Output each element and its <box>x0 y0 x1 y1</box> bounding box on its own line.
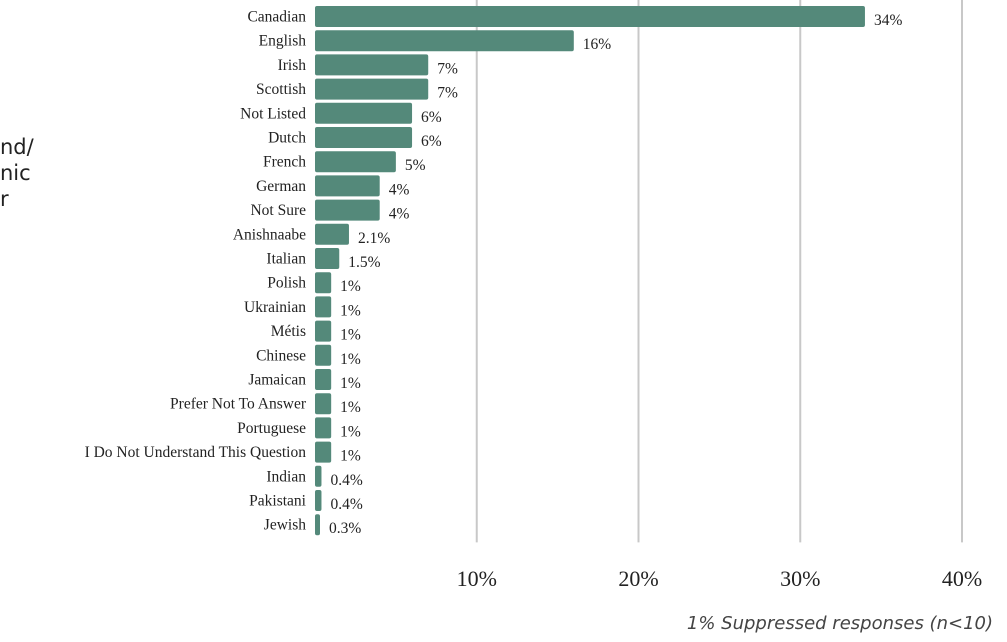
value-label-2: 7% <box>437 60 458 77</box>
bar-12 <box>315 296 332 318</box>
side-text-line-2: nic <box>0 161 31 185</box>
category-label-7: German <box>256 178 306 195</box>
category-label-13: Métis <box>271 323 306 340</box>
category-label-12: Ukrainian <box>244 299 306 316</box>
category-label-18: I Do Not Understand This Question <box>85 444 307 461</box>
category-label-3: Scottish <box>256 81 306 98</box>
side-text-line-3: r <box>0 187 9 211</box>
bar-15 <box>315 369 332 390</box>
x-tick-label-10: 10% <box>457 566 497 591</box>
category-label-21: Jewish <box>264 517 306 534</box>
bar-4 <box>315 102 413 124</box>
bar-21 <box>315 514 320 536</box>
x-tick-label-20: 20% <box>618 566 658 591</box>
value-label-3: 7% <box>437 85 458 102</box>
x-tick-label-30: 30% <box>780 566 820 591</box>
category-label-8: Not Sure <box>250 202 306 219</box>
category-label-16: Prefer Not To Answer <box>170 396 307 413</box>
bar-0 <box>315 6 865 27</box>
category-label-0: Canadian <box>247 9 306 26</box>
bar-14 <box>315 344 332 366</box>
category-label-6: French <box>263 154 306 171</box>
value-label-5: 6% <box>421 133 442 150</box>
bar-9 <box>315 223 349 245</box>
value-label-14: 1% <box>340 351 361 368</box>
cropped-side-text: nd/ nic r <box>0 134 34 212</box>
category-label-10: Italian <box>266 251 306 268</box>
value-label-18: 1% <box>340 448 361 465</box>
category-label-9: Anishnaabe <box>233 226 306 243</box>
value-label-1: 16% <box>583 36 612 53</box>
value-label-16: 1% <box>340 399 361 416</box>
category-label-20: Pakistani <box>249 493 307 510</box>
category-label-17: Portuguese <box>237 420 306 437</box>
value-label-6: 5% <box>405 157 426 174</box>
value-label-9: 2.1% <box>358 230 390 247</box>
suppressed-responses-footnote: 1% Suppressed responses (n<10) <box>686 613 993 634</box>
bar-18 <box>315 441 332 463</box>
bar-19 <box>315 465 322 487</box>
bar-11 <box>315 272 332 294</box>
bar-10 <box>315 248 340 269</box>
value-label-15: 1% <box>340 375 361 392</box>
value-label-13: 1% <box>340 327 361 344</box>
value-label-0: 34% <box>874 12 903 29</box>
bar-2 <box>315 54 429 76</box>
category-label-1: English <box>259 33 307 50</box>
side-text-line-1: nd/ <box>0 135 34 159</box>
value-label-12: 1% <box>340 302 361 319</box>
value-label-19: 0.4% <box>330 472 362 489</box>
value-label-11: 1% <box>340 278 361 295</box>
bar-7 <box>315 175 380 197</box>
category-label-15: Jamaican <box>248 372 306 389</box>
value-label-20: 0.4% <box>330 496 362 513</box>
bar-16 <box>315 393 332 415</box>
category-label-2: Irish <box>278 57 307 74</box>
value-label-8: 4% <box>389 206 410 223</box>
value-label-7: 4% <box>389 181 410 198</box>
category-label-11: Polish <box>267 275 306 292</box>
category-label-19: Indian <box>266 468 306 485</box>
value-label-21: 0.3% <box>329 520 361 537</box>
bar-20 <box>315 490 322 511</box>
bar-5 <box>315 127 413 148</box>
bar-8 <box>315 199 380 221</box>
value-label-4: 6% <box>421 109 442 126</box>
value-label-10: 1.5% <box>348 254 380 271</box>
value-label-17: 1% <box>340 423 361 440</box>
category-label-14: Chinese <box>256 347 306 364</box>
bar-1 <box>315 30 574 52</box>
bar-17 <box>315 417 332 439</box>
bar-13 <box>315 320 332 342</box>
bar-6 <box>315 151 396 173</box>
category-label-5: Dutch <box>268 130 306 147</box>
bar-3 <box>315 78 429 100</box>
x-tick-label-40: 40% <box>942 566 982 591</box>
category-label-4: Not Listed <box>240 105 306 122</box>
